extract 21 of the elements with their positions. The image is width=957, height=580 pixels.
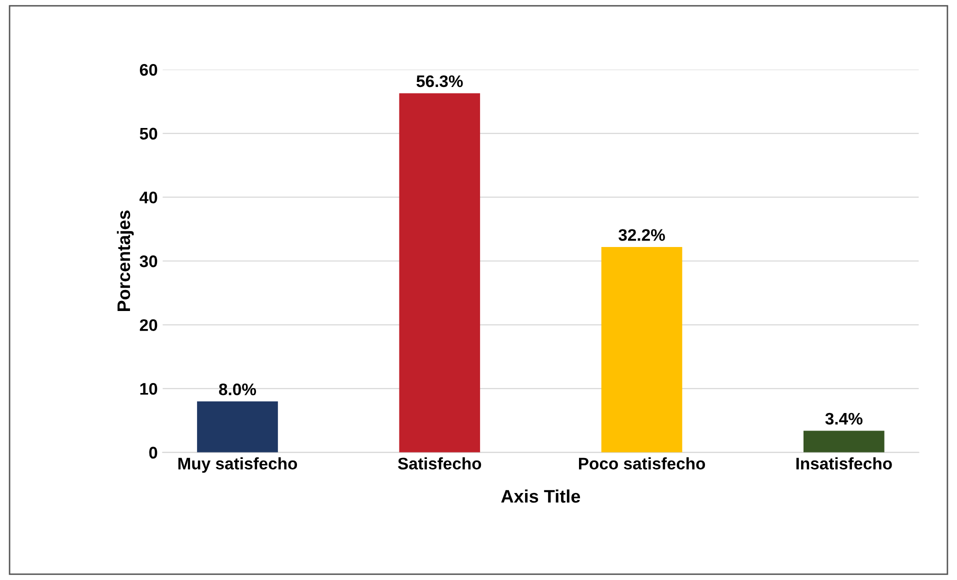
y-tick-label: 50	[140, 128, 158, 140]
y-tick-label: 60	[140, 64, 158, 76]
y-tick-label: 0	[149, 446, 158, 459]
y-tick-label: 10	[140, 383, 158, 395]
y-tick-label: 40	[140, 192, 158, 204]
x-tick-label: Muy satisfecho	[178, 457, 298, 473]
x-tick-label: Insatisfecho	[796, 457, 892, 470]
bar	[601, 246, 682, 452]
bar	[197, 401, 278, 452]
y-tick-label: 30	[140, 255, 158, 268]
y-tick-label: 20	[140, 319, 158, 332]
x-axis-title: Axis Title	[501, 489, 580, 503]
data-label: 3.4%	[825, 412, 862, 425]
data-label: 32.2%	[618, 229, 665, 241]
x-tick-label: Satisfecho	[398, 457, 482, 470]
data-label: 8.0%	[219, 383, 256, 396]
x-tick-label: Poco satisfecho	[578, 457, 706, 470]
bar	[399, 93, 480, 452]
data-label: 56.3%	[416, 75, 463, 88]
bar	[803, 430, 884, 452]
y-axis-title: Porcentajes	[116, 210, 134, 311]
